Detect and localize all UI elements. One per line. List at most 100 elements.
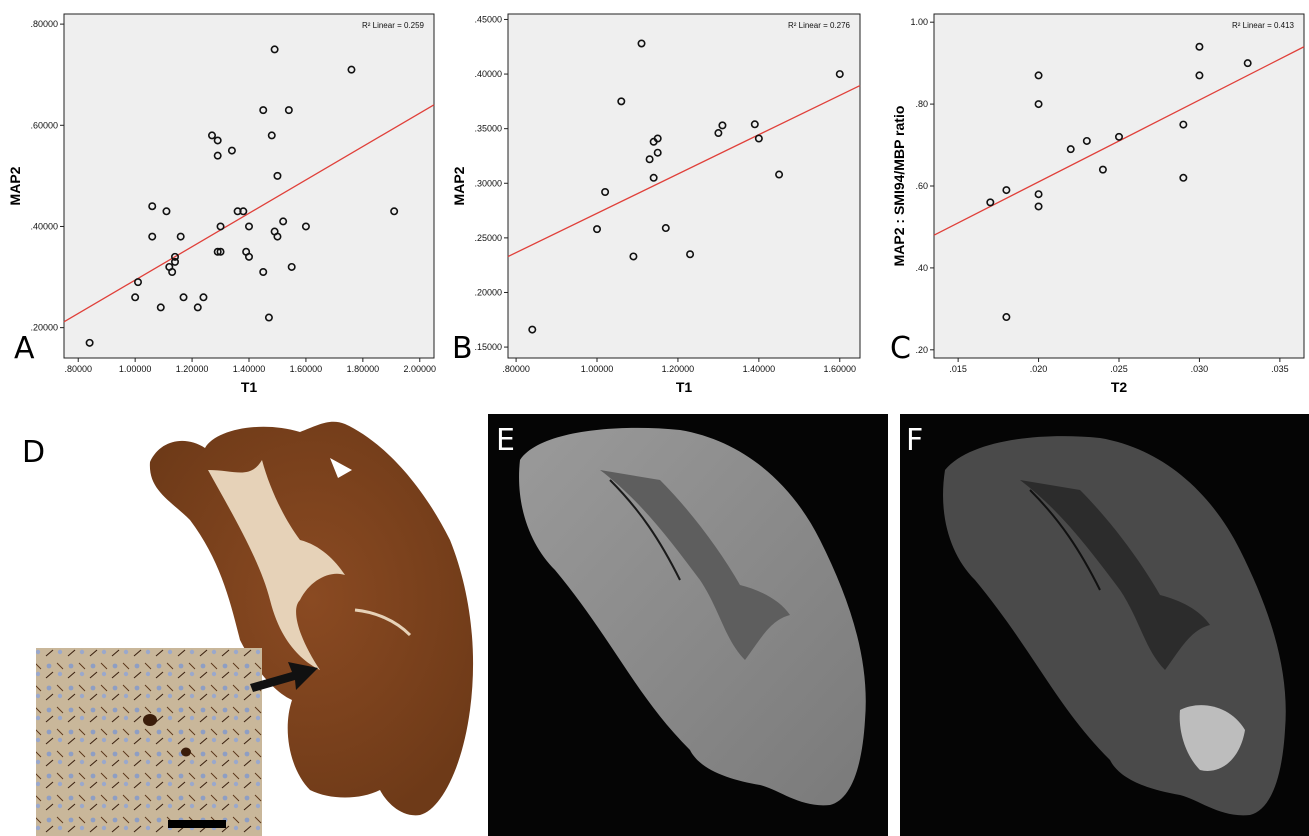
inset-micrograph bbox=[36, 648, 262, 836]
data-point bbox=[259, 267, 268, 276]
data-point bbox=[227, 146, 236, 155]
data-point bbox=[714, 129, 723, 138]
data-point bbox=[653, 134, 662, 143]
panel-label-d: D bbox=[22, 435, 45, 470]
plot-area-c bbox=[933, 13, 1305, 359]
x-axis-label: T2 bbox=[1111, 379, 1128, 395]
y-axis-label: MAP2 bbox=[7, 166, 23, 205]
data-point bbox=[148, 202, 157, 211]
data-point bbox=[617, 97, 626, 106]
y-tick-label: .80 bbox=[915, 99, 928, 109]
x-tick-label: 1.20000 bbox=[176, 364, 209, 374]
r-squared-label: R² Linear = 0.413 bbox=[1232, 21, 1295, 30]
data-point bbox=[270, 45, 279, 54]
x-tick-label: .030 bbox=[1191, 364, 1209, 374]
panel-label-e: E bbox=[496, 423, 515, 458]
mri-white-matter-f bbox=[1020, 480, 1210, 670]
data-point bbox=[279, 217, 288, 226]
data-point bbox=[528, 325, 537, 334]
y-tick-label: .20 bbox=[915, 345, 928, 355]
data-point bbox=[1243, 59, 1252, 68]
data-point bbox=[216, 247, 225, 256]
x-tick-label: 1.20000 bbox=[662, 364, 695, 374]
data-point bbox=[1179, 120, 1188, 129]
y-axis-label: MAP2 bbox=[451, 166, 467, 205]
data-point bbox=[273, 232, 282, 241]
x-tick-label: 1.00000 bbox=[119, 364, 152, 374]
data-point bbox=[1034, 202, 1043, 211]
data-point bbox=[986, 198, 995, 207]
data-point bbox=[85, 338, 94, 347]
data-point bbox=[168, 267, 177, 276]
mri-sulcus-e bbox=[609, 479, 681, 581]
y-tick-label: .40000 bbox=[474, 69, 502, 79]
data-point bbox=[193, 303, 202, 312]
data-point bbox=[1115, 132, 1124, 141]
x-tick-label: 2.00000 bbox=[403, 364, 436, 374]
y-tick-label: .15000 bbox=[474, 342, 502, 352]
scatter-panel-c: .015 .020 .025 .030 .035 .20 .40 .60 .80 1.00 R² L… bbox=[891, 13, 1305, 395]
arrow-icon bbox=[250, 662, 318, 692]
x-axis-label: T1 bbox=[676, 379, 693, 395]
data-point bbox=[176, 232, 185, 241]
data-point bbox=[213, 151, 222, 160]
scatter-panel-b: .80000 1.00000 1.20000 1.40000 1.60000 .15000… bbox=[451, 13, 861, 395]
data-point bbox=[347, 65, 356, 74]
data-point bbox=[199, 293, 208, 302]
data-point bbox=[754, 134, 763, 143]
mri-sulcus-f bbox=[1029, 489, 1101, 591]
x-axis-label: T1 bbox=[241, 379, 258, 395]
data-point bbox=[390, 207, 399, 216]
data-point bbox=[171, 257, 180, 266]
scale-bar bbox=[168, 820, 226, 828]
data-point bbox=[718, 121, 727, 130]
data-point bbox=[750, 120, 759, 129]
data-point bbox=[245, 252, 254, 261]
data-point bbox=[239, 207, 248, 216]
data-point bbox=[1034, 71, 1043, 80]
y-tick-label: .20000 bbox=[30, 323, 58, 333]
x-tick-label: 1.60000 bbox=[290, 364, 323, 374]
data-point bbox=[775, 170, 784, 179]
r-squared-label: R² Linear = 0.276 bbox=[788, 21, 851, 30]
x-tick-label: 1.00000 bbox=[581, 364, 614, 374]
y-tick-label: .30000 bbox=[474, 178, 502, 188]
data-point bbox=[148, 232, 157, 241]
r-squared-label: R² Linear = 0.259 bbox=[362, 21, 425, 30]
y-tick-label: .40 bbox=[915, 263, 928, 273]
data-point bbox=[1034, 100, 1043, 109]
data-point bbox=[273, 171, 282, 180]
sulcus-line-lower bbox=[354, 608, 412, 637]
data-point bbox=[1034, 190, 1043, 199]
stained-cell bbox=[143, 714, 157, 726]
brown-stained-tissue bbox=[149, 421, 474, 816]
scatter-panel-a: .80000 1.00000 1.20000 1.40000 1.60000 1.8000… bbox=[7, 13, 436, 395]
data-point bbox=[1195, 42, 1204, 51]
data-point bbox=[264, 313, 273, 322]
data-point bbox=[287, 262, 296, 271]
tissue-fold bbox=[330, 458, 352, 478]
fit-line bbox=[63, 104, 435, 323]
plot-area-a bbox=[63, 13, 435, 359]
mri-image-e bbox=[488, 414, 888, 836]
data-point bbox=[179, 293, 188, 302]
data-point bbox=[245, 222, 254, 231]
plot-area-b bbox=[507, 13, 861, 359]
data-point bbox=[171, 252, 180, 261]
data-point bbox=[1002, 186, 1011, 195]
y-tick-label: .25000 bbox=[474, 233, 502, 243]
data-point bbox=[637, 39, 646, 48]
data-point bbox=[1066, 145, 1075, 154]
data-point bbox=[134, 278, 143, 287]
y-tick-label: .40000 bbox=[30, 221, 58, 231]
x-tick-label: .020 bbox=[1030, 364, 1048, 374]
data-point bbox=[213, 136, 222, 145]
y-tick-label: .80000 bbox=[30, 19, 58, 29]
fit-line bbox=[507, 84, 861, 258]
data-point bbox=[213, 247, 222, 256]
x-tick-label: 1.40000 bbox=[743, 364, 776, 374]
data-point bbox=[1179, 173, 1188, 182]
y-tick-label: .60 bbox=[915, 181, 928, 191]
mri-image-f bbox=[900, 414, 1309, 836]
